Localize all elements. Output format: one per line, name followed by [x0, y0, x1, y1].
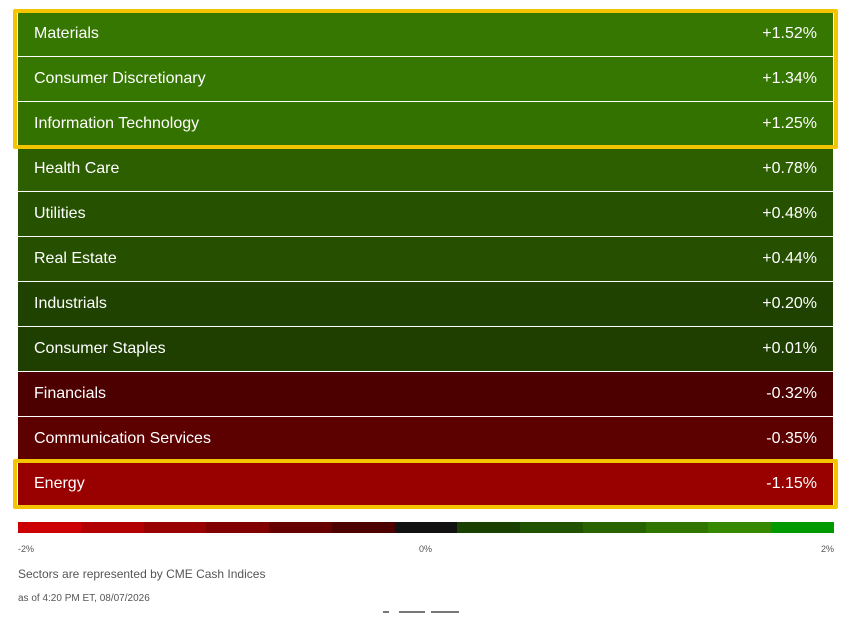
scale-swatch — [771, 522, 834, 533]
sector-row: Financials -0.32% — [18, 372, 833, 417]
sector-name: Communication Services — [34, 430, 211, 447]
sector-name: Financials — [34, 385, 107, 402]
sector-name: Industrials — [34, 295, 107, 312]
scale-swatch — [457, 522, 521, 533]
scale-min-label: -2% — [18, 544, 35, 554]
sector-name: Materials — [34, 25, 99, 42]
as-of-timestamp: as of 4:20 PM ET, 08/07/2026 — [18, 593, 150, 604]
sector-name: Consumer Discretionary — [34, 70, 206, 87]
sector-name: Consumer Staples — [34, 340, 166, 357]
sector-row: Industrials +0.20% — [18, 282, 833, 327]
sector-change: -1.15% — [766, 475, 817, 492]
sector-row: Consumer Staples +0.01% — [18, 327, 833, 372]
sector-row: Communication Services -0.35% — [18, 417, 833, 462]
sector-row: Utilities +0.48% — [18, 192, 833, 237]
sector-row: Materials +1.52% — [18, 12, 833, 57]
sector-change: +1.34% — [762, 70, 817, 87]
sector-change: -0.35% — [766, 430, 817, 447]
sector-name: Health Care — [34, 160, 120, 177]
sector-change: +0.20% — [762, 295, 817, 312]
scale-swatch — [80, 522, 144, 533]
sector-change: +0.44% — [762, 250, 817, 267]
sector-row: Information Technology +1.25% — [18, 102, 833, 147]
sector-name: Information Technology — [34, 115, 200, 132]
sector-heatmap: Materials +1.52% Consumer Discretionary +1.… — [13, 9, 838, 509]
cut-off-footer-text — [383, 611, 463, 617]
scale-swatch — [143, 522, 207, 533]
sector-row: Energy -1.15% — [18, 462, 833, 507]
sector-change: +0.01% — [762, 340, 817, 357]
sector-name: Energy — [34, 475, 85, 492]
sector-row: Consumer Discretionary +1.34% — [18, 57, 833, 102]
scale-swatch — [206, 522, 270, 533]
sector-change: +0.48% — [762, 205, 817, 222]
sector-row: Real Estate +0.44% — [18, 237, 833, 282]
scale-swatch — [269, 522, 332, 533]
scale-max-label: 2% — [820, 544, 834, 554]
scale-swatch — [394, 522, 458, 533]
sector-change: +1.52% — [762, 25, 817, 42]
sector-change: +1.25% — [762, 115, 817, 132]
source-note: Sectors are represented by CME Cash Indi… — [18, 567, 266, 581]
scale-mid-label: 0% — [419, 544, 433, 554]
scale-swatch — [520, 522, 583, 533]
scale-swatch — [708, 522, 772, 533]
scale-swatch — [18, 522, 81, 533]
sector-name: Utilities — [34, 205, 86, 222]
scale-swatch — [582, 522, 646, 533]
sector-row: Health Care +0.78% — [18, 147, 833, 192]
sector-change: +0.78% — [762, 160, 817, 177]
scale-swatch — [331, 522, 395, 533]
sector-name: Real Estate — [34, 250, 117, 267]
sector-change: -0.32% — [766, 385, 817, 402]
scale-swatch — [645, 522, 709, 533]
color-scale-legend — [18, 522, 834, 533]
